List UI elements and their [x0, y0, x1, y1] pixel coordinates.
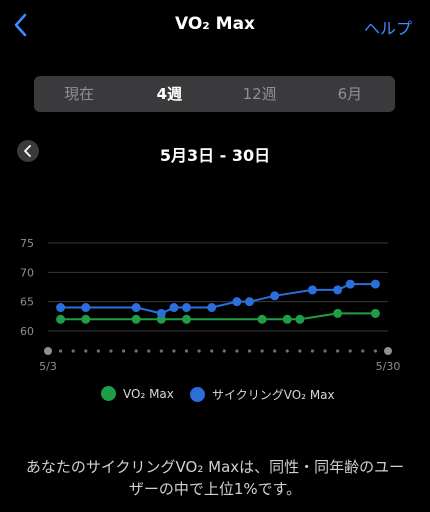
data-point	[207, 303, 217, 313]
data-point	[182, 303, 192, 313]
y-tick-label: 70	[20, 266, 34, 279]
data-point	[295, 314, 305, 324]
y-tick-label: 60	[20, 325, 34, 338]
x-axis-day-dot	[310, 349, 315, 353]
percentile-description: あなたのサイクリングVO₂ Maxは、同性・同年齢のユーザーの中で上位1%です。	[25, 458, 405, 498]
x-axis-day-dot	[96, 349, 100, 353]
data-point	[56, 303, 66, 313]
x-axis-day-dot	[184, 349, 189, 353]
data-point	[56, 314, 66, 324]
legend-label: サイクリングVO₂ Max	[212, 388, 335, 402]
x-axis-day-dot	[109, 349, 113, 353]
data-point	[169, 303, 179, 313]
period-segmented-control: 現在 4週 12週 6月	[34, 76, 395, 112]
data-point	[131, 303, 141, 313]
x-axis-day-dot	[44, 347, 52, 355]
data-point	[270, 291, 280, 301]
help-link[interactable]: ヘルプ	[363, 19, 412, 38]
vo2max-line-chart: 60 65 70 75 5/3 5/30	[20, 237, 401, 373]
x-axis-day-dot	[260, 349, 264, 353]
data-point	[307, 285, 317, 295]
x-axis-day-dot	[336, 349, 340, 353]
date-range-label: 5月3日 - 30日	[159, 146, 271, 165]
x-tick-label: 5/30	[376, 360, 401, 373]
data-point	[81, 303, 91, 313]
data-point	[333, 285, 343, 295]
segment-1[interactable]: 4週	[156, 85, 183, 103]
x-axis-day-dot	[172, 349, 176, 353]
x-axis-day-dot	[384, 347, 392, 355]
legend-item-vo2max: VO₂ Max	[101, 386, 174, 401]
x-axis-day-dot	[348, 349, 352, 353]
data-point	[257, 314, 267, 324]
x-axis-day-dot	[210, 349, 214, 353]
page-title: VO₂ Max	[174, 14, 256, 34]
x-axis-day-dot	[298, 349, 302, 353]
x-axis-day-dot	[134, 349, 138, 353]
data-point	[156, 308, 166, 318]
previous-range-button[interactable]	[17, 140, 39, 162]
x-axis-day-dot	[285, 349, 289, 353]
x-tick-label: 5/3	[39, 360, 57, 373]
data-point	[182, 314, 192, 324]
legend-dot-green	[101, 386, 116, 401]
back-button[interactable]	[10, 10, 32, 40]
data-point	[244, 297, 254, 307]
x-axis-day-dot	[121, 349, 126, 353]
data-point	[345, 279, 355, 289]
x-axis-day-dot	[273, 349, 277, 353]
x-axis-day-dot	[197, 349, 201, 353]
legend-dot-blue	[190, 387, 205, 402]
x-axis-day-dot	[71, 349, 75, 353]
x-axis-day-dot	[58, 349, 63, 353]
y-tick-label: 75	[20, 237, 34, 250]
y-tick-label: 65	[20, 296, 34, 309]
x-axis-day-dot	[323, 349, 327, 353]
chevron-left-icon	[14, 13, 27, 37]
legend-label: VO₂ Max	[123, 386, 174, 401]
segment-2[interactable]: 12週	[242, 85, 277, 103]
data-point	[282, 314, 292, 324]
x-axis-day-dot	[147, 349, 151, 353]
segment-0[interactable]: 現在	[64, 85, 95, 103]
x-axis-day-dot	[247, 349, 252, 353]
x-axis-day-dot	[235, 349, 239, 353]
nav-bar: VO₂ Max ヘルプ	[0, 0, 430, 52]
x-axis-day-dot	[361, 349, 365, 353]
data-point	[370, 279, 380, 289]
data-point	[131, 314, 141, 324]
data-point	[370, 308, 380, 318]
data-point	[81, 314, 91, 324]
data-point	[232, 297, 242, 307]
segment-3[interactable]: 6月	[337, 85, 363, 103]
series-line-1	[60, 283, 376, 315]
data-point	[333, 308, 343, 318]
series-line-0	[60, 312, 376, 321]
x-axis-day-dot	[159, 349, 163, 353]
x-axis-day-dot	[373, 349, 378, 353]
x-axis-day-dot	[222, 349, 226, 353]
legend-item-cycling-vo2max: サイクリングVO₂ Max	[190, 386, 335, 403]
chart-legend: VO₂ Max サイクリングVO₂ Max	[0, 386, 430, 404]
x-axis-day-dot	[84, 349, 88, 353]
chevron-left-small-icon	[24, 145, 31, 157]
